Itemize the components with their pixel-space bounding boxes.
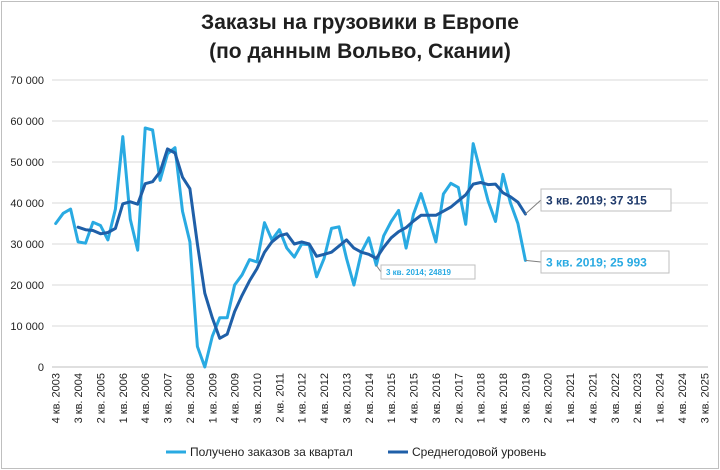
callout-leader [525,259,542,263]
x-axis: 4 кв. 2003 3 кв. 2004 2 кв. 2005 1 кв. 2006… [51,373,712,423]
gridlines [52,79,708,368]
x-tick-label: 1 кв. 2021 [565,373,577,423]
legend-label: Среднегодовой уровень [412,445,546,459]
x-tick-label: 1 кв. 2015 [386,373,398,423]
x-tick-label: 2 кв. 2011 [274,373,286,423]
x-tick-label: 4 кв. 2009 [230,373,242,423]
y-tick-label: 0 [38,362,44,374]
series-line-quarterly-orders [54,126,527,369]
x-tick-label: 3 кв. 2025 [699,373,711,423]
y-axis: 0 10 000 20 000 30 000 40 000 50 000 60 000 70 … [10,75,44,374]
x-tick-label: 3 кв. 2010 [252,373,264,423]
x-tick-label: 3 кв. 2019 [520,373,532,423]
x-tick-label: 3 кв. 2016 [431,373,443,423]
x-tick-label: 2 кв. 2005 [95,373,107,423]
x-tick-label: 4 кв. 2006 [140,373,152,423]
y-tick-label: 10 000 [10,321,44,333]
chart-title-line-1: Заказы на грузовики в Европе [201,11,519,34]
y-tick-label: 20 000 [10,280,44,292]
x-tick-label: 2 кв. 2017 [453,373,465,423]
x-tick-label: 2 кв. 2023 [632,373,644,423]
callout-box [540,188,672,212]
callout-label: 3 кв. 2019; 37 315 [546,193,647,207]
x-tick-label: 3 кв. 2022 [610,373,622,423]
legend: Получено заказов за квартал Среднегодовой… [166,445,546,459]
x-tick-label: 1 кв. 2024 [655,373,667,423]
x-tick-label: 1 кв. 2012 [297,373,309,423]
callout-leader [525,199,542,215]
x-tick-label: 4 кв. 2012 [319,373,331,423]
callout-quarterly-orders-q3-2019: 3 кв. 2019; 25 993 [525,250,670,274]
legend-item-quarterly-orders: Получено заказов за квартал [166,445,353,459]
x-tick-label: 2 кв. 2020 [543,373,555,423]
x-tick-label: 1 кв. 2006 [118,373,130,423]
legend-label: Получено заказов за квартал [190,445,353,459]
callout-box [540,250,670,274]
x-tick-label: 1 кв. 2009 [207,373,219,423]
x-tick-label: 4 кв. 2018 [498,373,510,423]
chart-title-line-2: (по данным Вольво, Скании) [209,40,511,63]
x-tick-label: 4 кв. 2003 [51,373,63,423]
series-line-annual-average [76,147,527,340]
annotations: 3 кв. 2019; 37 315 3 кв. 2019; 25 993 3 кв… [375,188,672,280]
x-tick-label: 3 кв. 2007 [163,373,175,423]
x-tick-label: 4 кв. 2015 [409,373,421,423]
chart-title: Заказы на грузовики в Европе (по данным … [0,8,720,66]
callout-label: 3 кв. 2019; 25 993 [546,255,647,269]
y-tick-label: 40 000 [10,198,44,210]
y-tick-label: 70 000 [10,75,44,87]
y-tick-label: 50 000 [10,157,44,169]
x-tick-label: 2 кв. 2008 [185,373,197,423]
y-tick-label: 30 000 [10,239,44,251]
x-tick-label: 1 кв. 2018 [476,373,488,423]
callout-quarterly-orders-q3-2014: 3 кв. 2014; 24819 [375,264,476,280]
x-tick-label: 4 кв. 2024 [677,373,689,423]
y-tick-label: 60 000 [10,116,44,128]
x-tick-label: 4 кв. 2021 [587,373,599,423]
callout-annual-average-q3-2019: 3 кв. 2019; 37 315 [525,188,672,215]
callout-leader [375,264,382,273]
x-tick-label: 2 кв. 2014 [364,373,376,423]
x-tick-label: 3 кв. 2004 [73,373,85,423]
legend-item-annual-average: Среднегодовой уровень [388,445,546,459]
series-lines [54,126,527,369]
callout-box [380,264,476,280]
callout-label: 3 кв. 2014; 24819 [386,268,452,277]
x-tick-label: 3 кв. 2013 [341,373,353,423]
